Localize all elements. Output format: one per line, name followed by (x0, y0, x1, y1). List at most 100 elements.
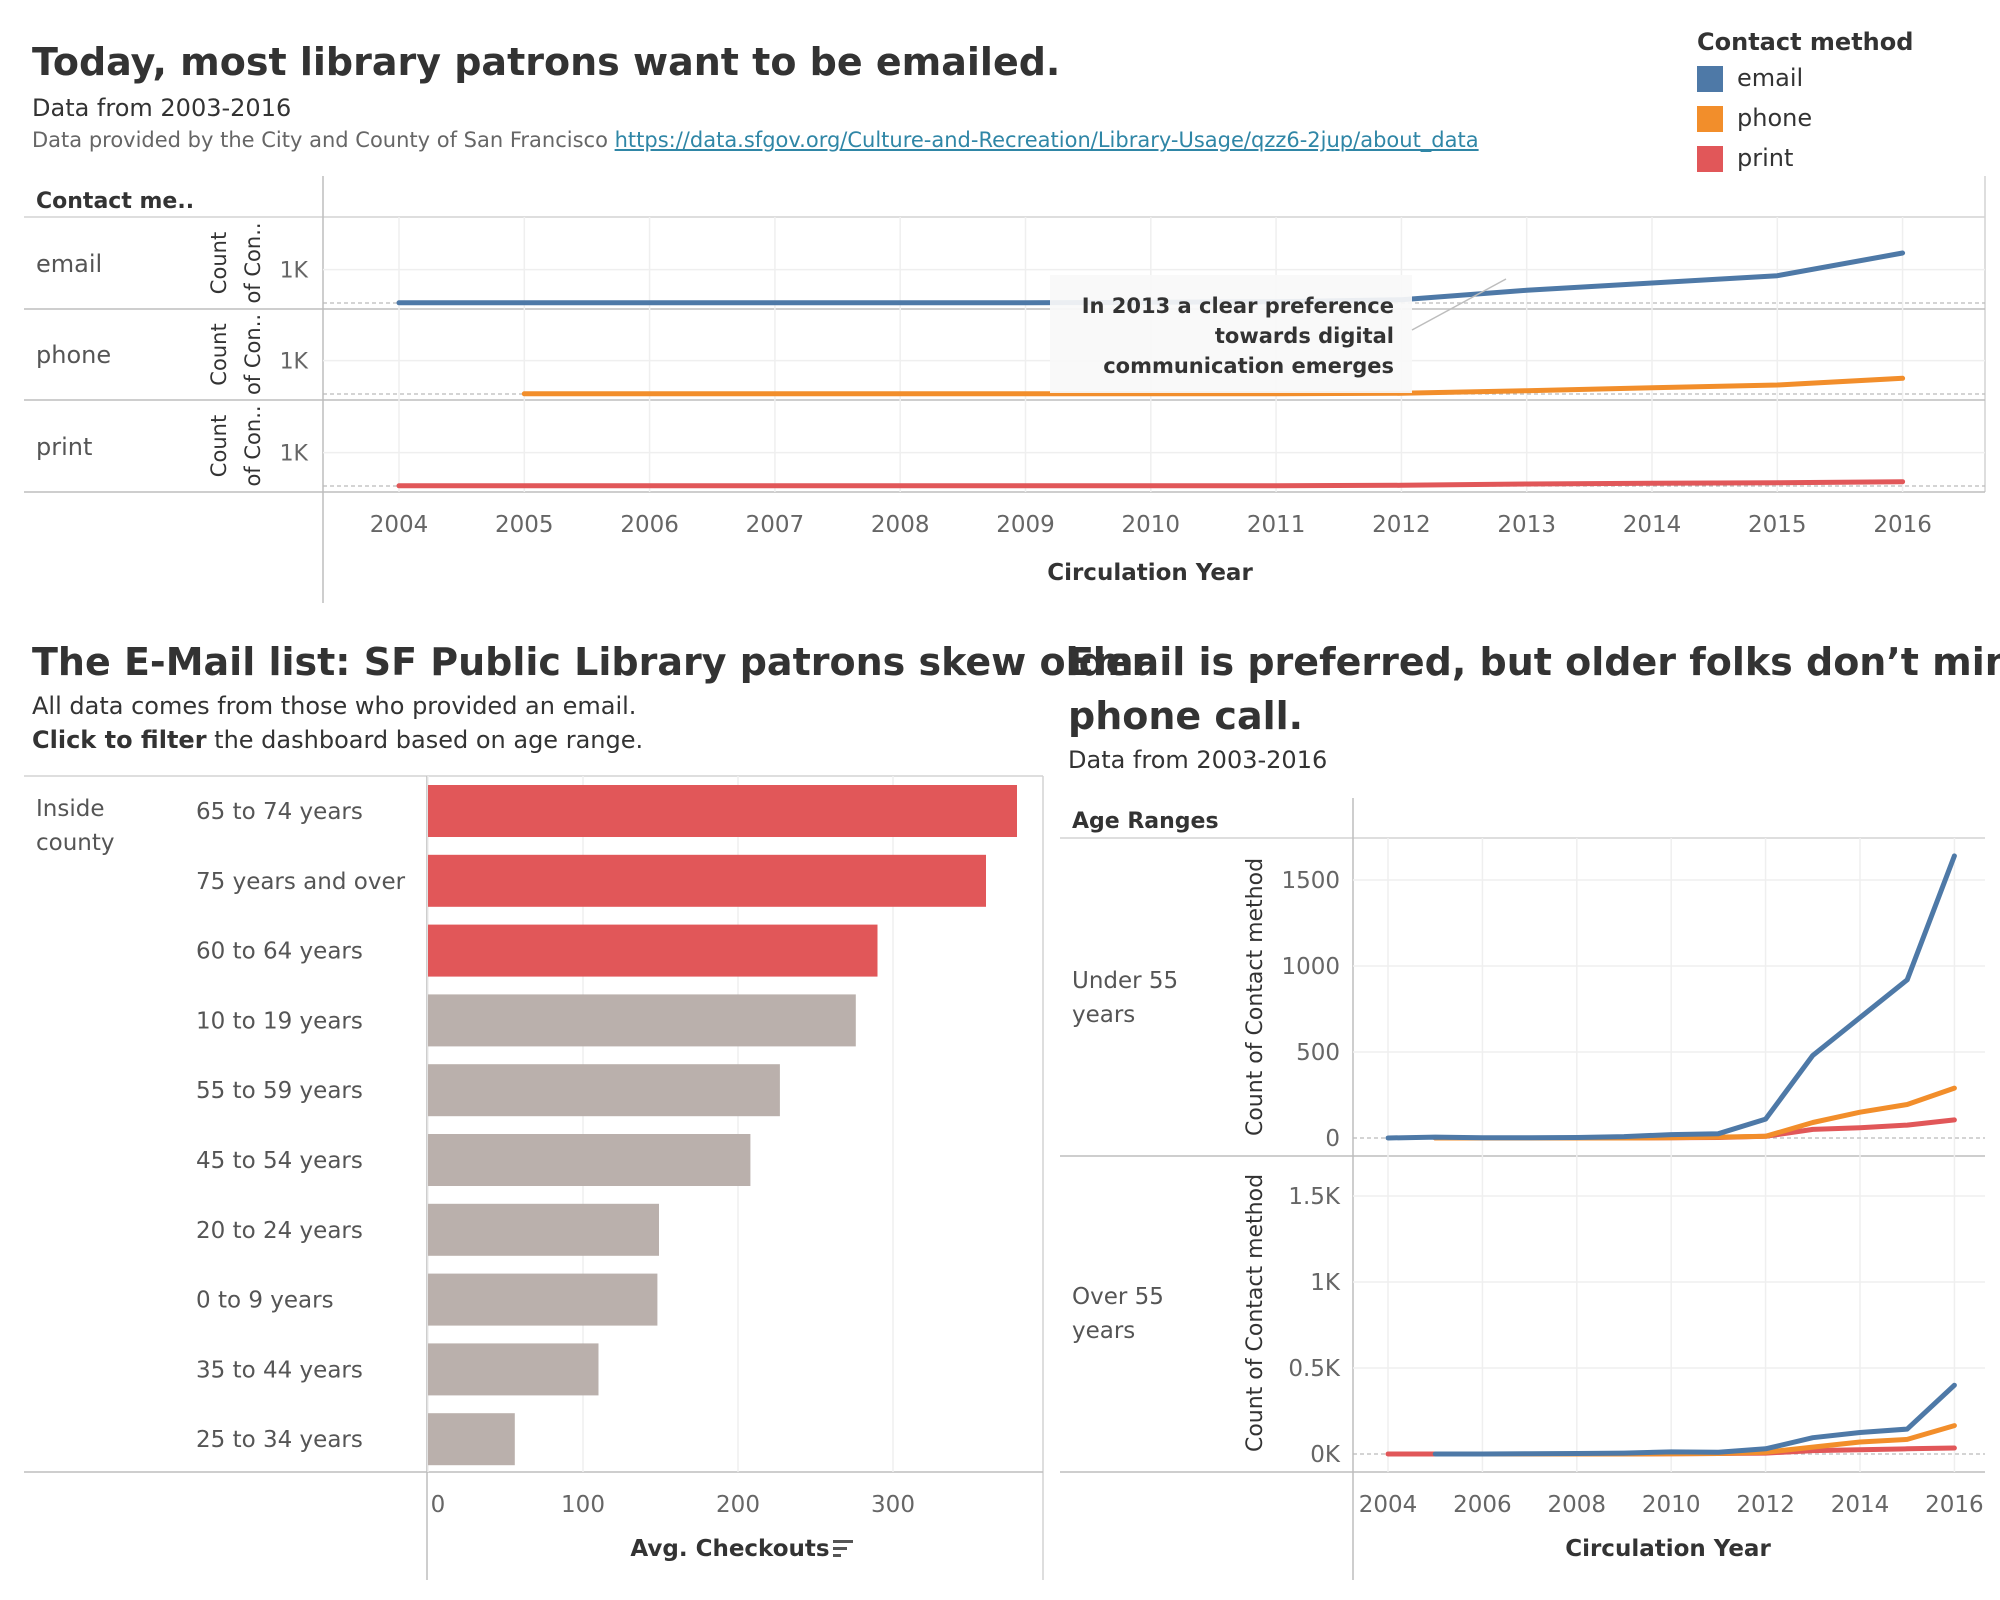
top-x-tick-2008: 2008 (871, 512, 930, 538)
bar-category-label-2: 60 to 64 years (196, 939, 363, 965)
top-y-tick-print: 1K (280, 442, 309, 467)
age-x-axis-title: Circulation Year (1565, 1536, 1771, 1562)
legend-item-email[interactable]: email (1697, 64, 1913, 104)
top-y-axis-title-phone-line2: of Con.. (241, 314, 265, 395)
age-y-tick-under55-1: 500 (1296, 1040, 1340, 1066)
bar-category-label-8: 35 to 44 years (196, 1357, 363, 1383)
bar-0 (428, 785, 1017, 837)
bar-category-label-6: 20 to 24 years (196, 1218, 363, 1244)
top-header-label: Contact me.. (36, 189, 194, 214)
age-series-line-under55-email (1385, 853, 1957, 1141)
age-series-line-over55-email (1432, 1382, 1957, 1457)
top-x-tick-2012: 2012 (1372, 512, 1431, 538)
legend-swatch-phone (1697, 106, 1723, 132)
row-group-label-line1: Inside (36, 796, 104, 822)
bar-4 (428, 1064, 780, 1117)
legend-item-print[interactable]: print (1697, 144, 1913, 184)
panel-label-over55-line2: years (1072, 1318, 1135, 1344)
annotation-text: In 2013 a clear preference towards digit… (1081, 294, 1394, 378)
legend-swatch-print (1697, 146, 1723, 172)
top-series-line-print (396, 479, 1906, 489)
panel-label-over55-line1: Over 55 (1072, 1284, 1164, 1310)
bar-3 (428, 994, 856, 1047)
legend-swatch-email (1697, 66, 1723, 92)
age-y-tick-under55-0: 0 (1325, 1126, 1340, 1152)
y-axis-title-under55: Count of Contact method (1243, 858, 1268, 1136)
age-x-tick-2010: 2010 (1642, 1492, 1701, 1518)
data-source-line: Data provided by the City and County of … (32, 128, 1479, 152)
legend-title: Contact method (1697, 28, 1914, 56)
bar-chart-subtitle-rest: the dashboard based on age range. (206, 726, 644, 754)
age-x-tick-2006: 2006 (1453, 1492, 1512, 1518)
age-series-line-under55-phone (1432, 1085, 1957, 1141)
y-axis-title-over55: Count of Contact method (1243, 1174, 1268, 1452)
row-label-print: print (36, 433, 92, 461)
age-y-tick-over55-2: 1K (1310, 1270, 1341, 1296)
age-x-tick-2008: 2008 (1548, 1492, 1607, 1518)
bar-category-label-0: 65 to 74 years (196, 799, 363, 825)
bar-x-tick-200: 200 (716, 1492, 760, 1518)
top-x-axis-title: Circulation Year (1047, 560, 1253, 586)
top-x-tick-2006: 2006 (620, 512, 679, 538)
bar-chart-subtitle-bold: Click to filter (32, 726, 207, 754)
top-x-tick-2015: 2015 (1748, 512, 1807, 538)
sort-icon[interactable] (833, 1540, 853, 1557)
age-header-label: Age Ranges (1072, 809, 1219, 834)
bar-chart-subtitle-1: All data comes from those who provided a… (32, 692, 637, 720)
top-chart-title: Today, most library patrons want to be e… (32, 40, 1061, 84)
data-source-link[interactable]: https://data.sfgov.org/Culture-and-Recre… (614, 128, 1479, 152)
top-x-tick-2013: 2013 (1497, 512, 1556, 538)
legend: Contact method email phone print (1697, 28, 1913, 184)
legend-label-print: print (1737, 144, 1794, 172)
age-x-tick-2014: 2014 (1831, 1492, 1890, 1518)
top-y-axis-title-print-line2: of Con.. (241, 405, 265, 486)
annotation-box: In 2013 a clear preference towards digit… (1050, 275, 1412, 393)
bar-5 (428, 1134, 751, 1186)
bar-category-label-4: 55 to 59 years (196, 1078, 363, 1104)
age-chart-title-line1: Email is preferred, but older folks don’… (1068, 640, 2000, 684)
age-y-tick-under55-2: 1000 (1281, 954, 1340, 980)
panel-label-under55-line2: years (1072, 1002, 1135, 1028)
top-y-axis-title-print-line1: Count (207, 415, 231, 477)
panel-label-under55-line1: Under 55 (1072, 968, 1178, 994)
top-chart-subtitle: Data from 2003-2016 (32, 94, 292, 122)
age-y-tick-over55-3: 1.5K (1288, 1184, 1341, 1210)
bar-x-tick-100: 100 (561, 1492, 605, 1518)
bar-category-label-7: 0 to 9 years (196, 1288, 334, 1314)
age-y-tick-over55-0: 0K (1310, 1442, 1341, 1468)
bar-2 (428, 924, 878, 977)
top-y-tick-phone: 1K (280, 350, 309, 375)
top-x-tick-2005: 2005 (495, 512, 554, 538)
top-y-axis-title-phone-line1: Count (207, 323, 231, 385)
age-y-tick-under55-3: 1500 (1281, 868, 1340, 894)
top-x-tick-2011: 2011 (1247, 512, 1306, 538)
bar-category-label-1: 75 years and over (196, 869, 406, 895)
legend-label-phone: phone (1737, 104, 1813, 132)
top-y-tick-email: 1K (280, 259, 309, 284)
row-group-label-line2: county (36, 830, 115, 856)
bar-x-tick-300: 300 (871, 1492, 915, 1518)
top-x-tick-2009: 2009 (996, 512, 1055, 538)
legend-label-email: email (1737, 64, 1804, 92)
bar-chart-title: The E-Mail list: SF Public Library patro… (32, 640, 1151, 684)
top-series-line-phone (521, 375, 1906, 397)
age-x-tick-2012: 2012 (1736, 1492, 1795, 1518)
legend-item-phone[interactable]: phone (1697, 104, 1913, 144)
age-y-tick-over55-1: 0.5K (1288, 1356, 1341, 1382)
top-x-tick-2010: 2010 (1122, 512, 1181, 538)
top-x-tick-2004: 2004 (370, 512, 429, 538)
age-x-tick-2004: 2004 (1359, 1492, 1418, 1518)
age-chart-title-line2: phone call. (1068, 694, 1304, 738)
bar-9 (428, 1413, 515, 1466)
bar-x-tick-0: 0 (431, 1492, 446, 1518)
bar-category-label-5: 45 to 54 years (196, 1148, 363, 1174)
bar-x-axis-title: Avg. Checkouts (630, 1536, 829, 1562)
bar-1 (428, 854, 986, 907)
bar-7 (428, 1273, 658, 1326)
top-x-tick-2007: 2007 (746, 512, 805, 538)
top-y-axis-title-email-line2: of Con.. (241, 222, 265, 303)
top-x-tick-2016: 2016 (1873, 512, 1932, 538)
